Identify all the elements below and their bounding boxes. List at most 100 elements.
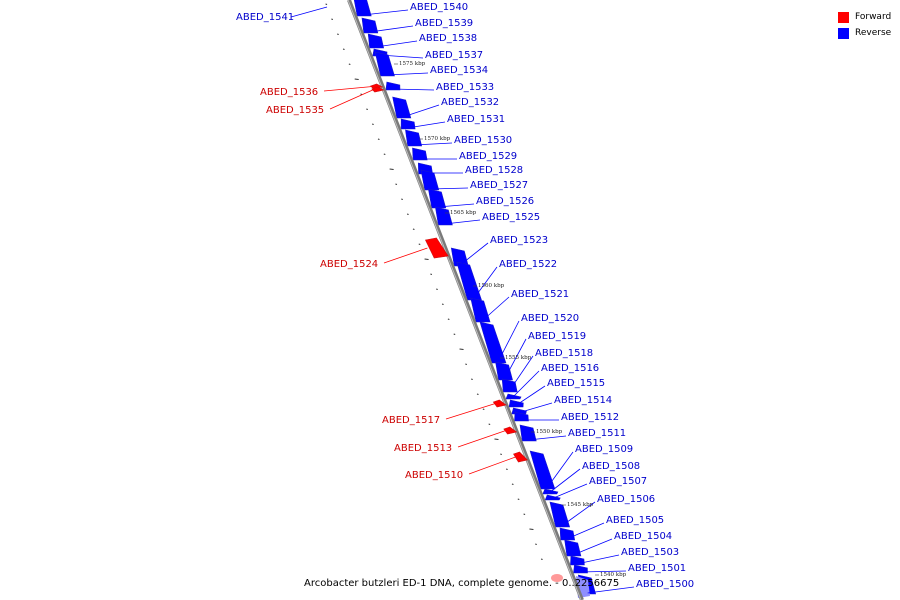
tick-dot: [360, 93, 363, 95]
tick-dot: [476, 393, 479, 395]
reverse-leader-line: [363, 9, 409, 16]
reverse-leader-line: [576, 554, 620, 565]
reverse-leader-line: [481, 296, 510, 322]
forward-gene-block: [513, 451, 529, 463]
reverse-leader-line: [473, 266, 498, 300]
reverse-gene-block: [470, 297, 491, 323]
forward-gene-label: ABED_1524: [320, 259, 378, 270]
tick-dot: [348, 63, 351, 65]
tick-dot: [453, 333, 456, 335]
reverse-leader-line: [290, 6, 328, 18]
forward-gene-blocks: [370, 83, 563, 582]
reverse-gene-label: ABED_1514: [554, 395, 612, 406]
reverse-leader-line: [572, 538, 613, 556]
reverse-gene-block: [529, 450, 556, 490]
legend-forward-label: Forward: [855, 12, 892, 22]
reverse-gene-label: ABED_1522: [499, 259, 557, 270]
tick-dot: [418, 243, 421, 245]
reverse-leader-line: [386, 72, 429, 76]
reverse-gene-block: [514, 411, 529, 422]
reverse-swatch: [838, 27, 849, 39]
reverse-gene-block: [412, 147, 428, 161]
tick-dot: [488, 423, 491, 425]
tick-dot: [505, 468, 508, 470]
reverse-leader-line: [413, 142, 453, 146]
reverse-gene-label: ABED_1526: [476, 196, 534, 207]
reverse-leader-line: [546, 451, 574, 489]
reverse-gene-block: [435, 206, 453, 226]
tick-dot: [377, 138, 380, 140]
forward-leader-line: [445, 403, 496, 420]
reverse-gene-block: [367, 33, 385, 49]
reverse-gene-block: [392, 96, 412, 119]
forward-gene-label: ABED_1536: [260, 87, 318, 98]
kbp-tick-label: 1565 kbp: [450, 210, 477, 216]
forward-leader-line: [457, 430, 506, 448]
reverse-leader-line: [514, 385, 546, 407]
reverse-leader-line: [579, 570, 627, 573]
reverse-gene-label: ABED_1516: [541, 363, 599, 374]
reverse-gene-block: [519, 424, 537, 442]
reverse-leader-line: [444, 219, 481, 225]
legend: Forward Reverse: [838, 9, 891, 41]
forward-gene-block: [492, 399, 507, 408]
reverse-gene-label: ABED_1539: [415, 18, 473, 29]
legend-reverse: Reverse: [838, 25, 891, 41]
reverse-leader-line: [511, 370, 540, 399]
kbp-tick-label: 1560 kbp: [478, 283, 505, 289]
reverse-leader-line: [508, 355, 534, 392]
reverse-gene-block: [508, 399, 524, 408]
reverse-gene-label: ABED_1500: [636, 579, 694, 590]
reverse-gene-label: ABED_1529: [459, 151, 517, 162]
reverse-gene-label: ABED_1512: [561, 412, 619, 423]
tick-dot: [436, 288, 438, 290]
reverse-gene-label: ABED_1503: [621, 547, 679, 558]
tick-dot: [401, 198, 403, 200]
tick-dot: [494, 438, 499, 440]
reverse-gene-label: ABED_1505: [606, 515, 664, 526]
reverse-leader-line: [402, 104, 440, 118]
forward-gene-label: ABED_1517: [382, 415, 440, 426]
tick-dot: [523, 513, 526, 515]
gene-labels: ABED_1540 ABED_1539 ABED_1538 ABED_1537 ABED…: [236, 2, 694, 590]
kbp-tick-label: 1555 kbp: [505, 355, 532, 361]
genome-backbone: [347, 0, 584, 600]
tick-dot: [430, 273, 433, 275]
reverse-gene-label: ABED_1521: [511, 289, 569, 300]
tick-dot: [441, 303, 444, 305]
forward-gene-label: ABED_1510: [405, 470, 463, 481]
scale-tick-labels: 1575 kbp 1570 kbp 1565 kbp 1560 kbp 1555 kbp…: [394, 61, 627, 578]
reverse-gene-block: [374, 51, 395, 77]
reverse-gene-label: ABED_1506: [597, 494, 655, 505]
reverse-gene-label: ABED_1515: [547, 378, 605, 389]
tick-dot: [337, 33, 339, 35]
reverse-leader-line: [375, 40, 418, 48]
reverse-leader-line: [497, 320, 520, 363]
kbp-tick-label: 1540 kbp: [600, 572, 627, 578]
reverse-gene-block: [361, 17, 379, 34]
kbp-tick-label: 1550 kbp: [536, 429, 563, 435]
reverse-leader-line: [548, 468, 581, 494]
forward-gene-block: [551, 574, 563, 582]
reverse-leader-line: [407, 121, 446, 129]
forward-gene-block: [371, 86, 385, 93]
reverse-gene-label: ABED_1540: [410, 2, 468, 13]
reverse-gene-label: ABED_1528: [465, 165, 523, 176]
reverse-gene-block: [549, 501, 571, 528]
reverse-gene-block: [573, 564, 588, 574]
reverse-gene-block: [564, 539, 582, 557]
reverse-gene-label: ABED_1531: [447, 114, 505, 125]
genome-caption: Arcobacter butzleri ED-1 DNA, complete g…: [304, 578, 620, 589]
reverse-leader-line: [551, 483, 588, 500]
reverse-gene-label: ABED_1507: [589, 476, 647, 487]
tick-dot: [325, 3, 328, 5]
legend-reverse-label: Reverse: [855, 28, 892, 38]
reverse-leader-line: [437, 203, 475, 208]
reverse-leader-line: [369, 25, 414, 33]
reverse-gene-block: [428, 188, 447, 209]
tick-dot: [447, 318, 450, 320]
reverse-leader-line: [391, 88, 435, 91]
forward-gene-label: ABED_1513: [394, 443, 452, 454]
reverse-gene-block: [405, 129, 423, 147]
forward-gene-label: ABED_1535: [266, 105, 324, 116]
